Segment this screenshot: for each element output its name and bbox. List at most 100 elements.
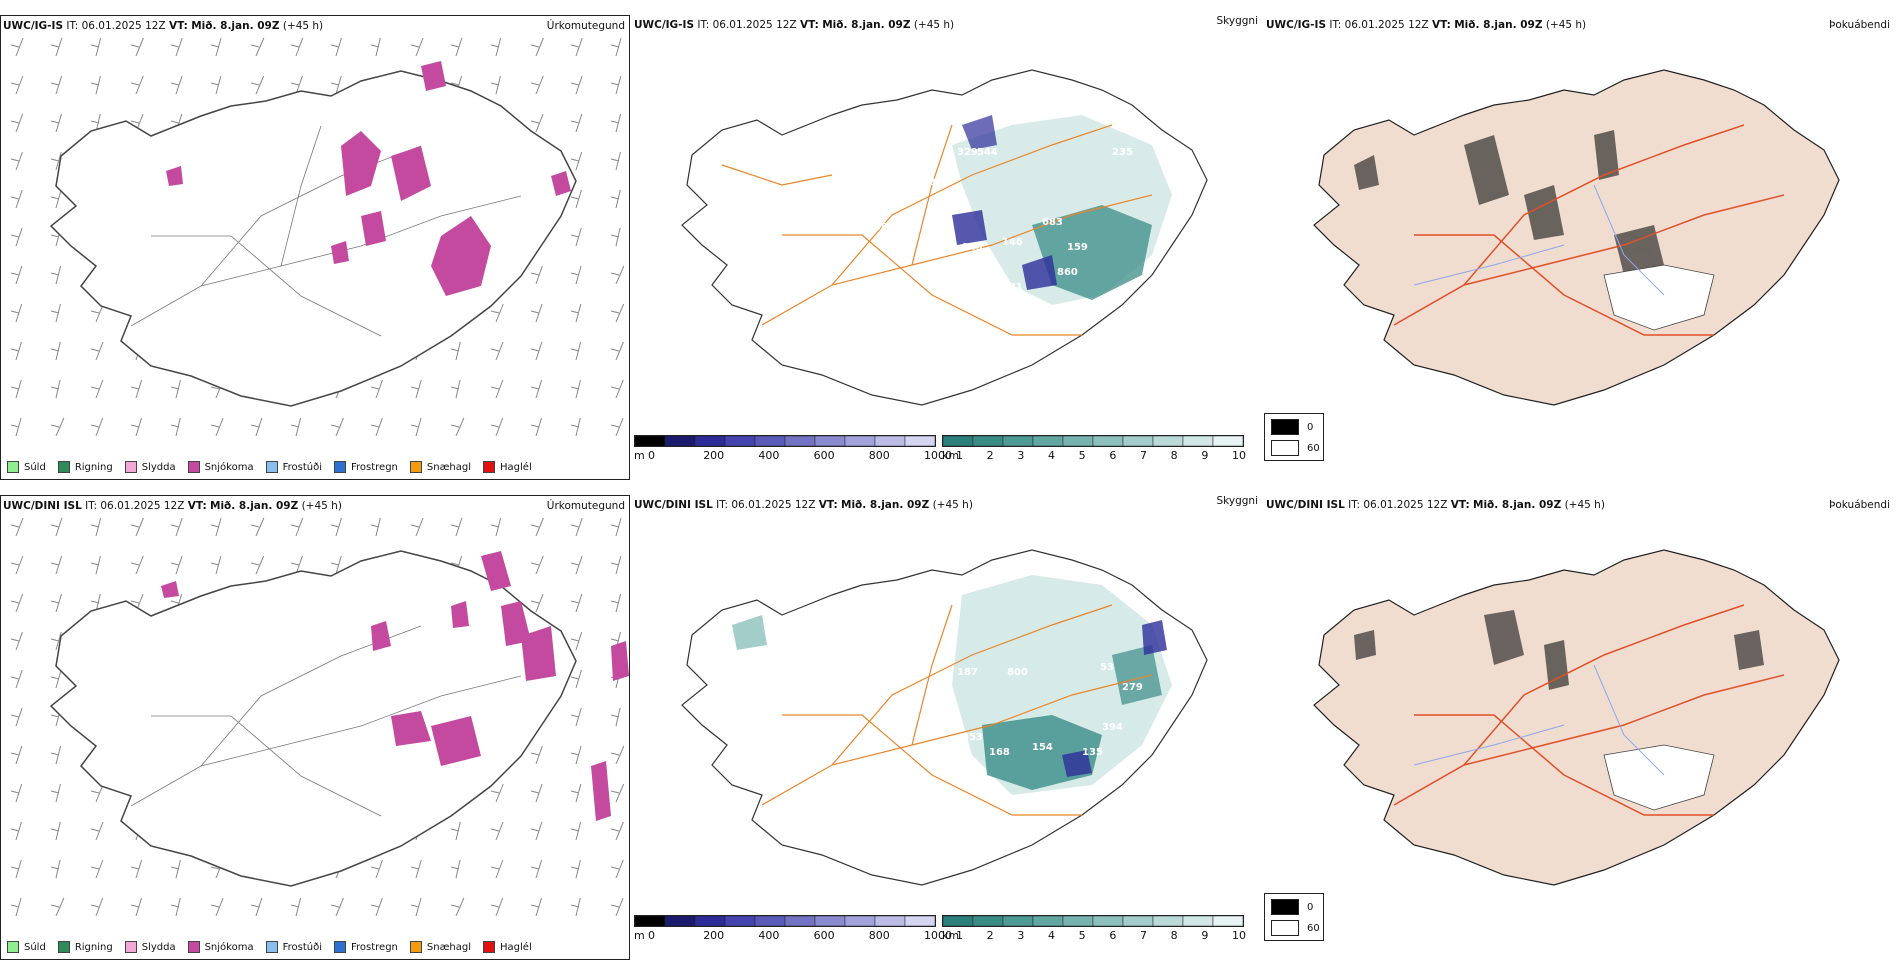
wind-barb	[50, 859, 61, 879]
wind-barb	[490, 379, 504, 399]
wind-barb	[130, 379, 143, 399]
fog-swatch	[1271, 899, 1299, 915]
cloudbase-unit: m	[634, 929, 645, 942]
colorbar-tick: 200	[703, 929, 725, 942]
fog-legend-1: 0 60	[1264, 413, 1324, 461]
wind-barb	[10, 113, 24, 133]
precip-legend: Súld Rigning Slydda Snjókoma Frostúði Frostre…	[7, 941, 532, 953]
fog-legend-label: 60	[1307, 922, 1320, 934]
wind-barb	[290, 37, 304, 57]
init-time: 06.01.2025 12Z	[712, 19, 797, 31]
precip-swatch	[265, 461, 278, 473]
wind-barb	[370, 37, 381, 57]
wind-barb	[370, 417, 383, 437]
wind-barb	[10, 417, 22, 437]
wind-barb	[250, 897, 263, 917]
precip-legend-label: Frostúði	[282, 941, 322, 953]
wind-barb	[130, 37, 144, 57]
colorbar-segment	[1092, 436, 1124, 446]
wind-barb	[250, 75, 265, 95]
wind-barb	[570, 303, 582, 323]
init-time: 06.01.2025 12Z	[731, 499, 816, 511]
precip-swatch	[483, 461, 496, 473]
wind-barb	[530, 341, 543, 361]
wind-barb	[10, 37, 24, 57]
colorbar-segment	[694, 436, 726, 446]
valid-time: Mið. 8.jan. 09Z	[191, 20, 280, 32]
precip-legend-item: Frostregn	[334, 461, 398, 473]
wind-barb	[570, 593, 583, 613]
vt-label: VT:	[799, 19, 819, 31]
visibility-colorbar: km 1 2 3 4 5 6 7 8 9 10	[942, 915, 1262, 945]
wind-barb	[610, 593, 622, 613]
wind-barb	[210, 37, 222, 57]
colorbar-tick: 6	[1109, 929, 1117, 942]
colorbar-segment	[1122, 436, 1154, 446]
cloud-base-label: 853	[962, 732, 983, 743]
fog-legend-label: 60	[1307, 442, 1320, 454]
wind-barb	[610, 517, 622, 537]
wind-barb	[610, 745, 625, 765]
wind-barb	[90, 379, 104, 399]
colorbar-tick: 800	[868, 929, 890, 942]
wind-barb	[570, 821, 582, 841]
colorbar-segment	[694, 916, 726, 926]
precip-legend-item: Súld	[7, 461, 46, 473]
panel-title-fog: Þokuábendi	[1829, 19, 1890, 31]
precip-legend-item: Slydda	[124, 461, 176, 473]
fog-dark-areas	[1354, 610, 1764, 690]
wind-barb	[170, 859, 181, 879]
cloud-base-label: 70	[832, 687, 846, 698]
colorbar-segment	[664, 916, 696, 926]
init-time: 06.01.2025 12Z	[81, 20, 166, 32]
precip-legend-label: Frostúði	[282, 461, 322, 473]
wind-barb	[90, 821, 104, 841]
wind-barb	[570, 265, 582, 285]
model-name: UWC/IG-IS	[1266, 19, 1327, 31]
wind-barb	[570, 783, 582, 803]
wind-barb	[450, 341, 461, 361]
colorbar-tick: 10	[1232, 929, 1246, 942]
colorbar-tick: 3	[1017, 449, 1025, 462]
wind-barb	[450, 859, 461, 879]
wind-barb	[530, 593, 544, 613]
precip-legend-item: Snæhagl	[409, 941, 471, 953]
colorbar-segment	[1182, 916, 1214, 926]
wind-barb	[370, 859, 383, 879]
wind-barb	[610, 897, 624, 917]
wind-barb	[570, 227, 582, 247]
wind-barb	[130, 859, 143, 879]
wind-barb	[10, 265, 23, 285]
precip-swatch	[265, 941, 278, 953]
wind-barb	[50, 189, 62, 209]
wind-barb	[610, 417, 624, 437]
cloud-base-label: 394	[1102, 722, 1123, 733]
wind-barb	[50, 379, 61, 399]
init-time: 06.01.2025 12Z	[1344, 19, 1429, 31]
colorbar-tick: 10	[1232, 449, 1246, 462]
wind-barb	[570, 341, 582, 361]
visibility-bar	[942, 435, 1244, 447]
colorbar-segment	[754, 916, 786, 926]
colorbar-segment	[784, 436, 816, 446]
cloud-base-label: 158	[867, 222, 888, 233]
colorbar-segment	[635, 916, 666, 926]
iceland-fog-base	[1313, 69, 1840, 406]
precip-legend-label: Súld	[24, 461, 46, 473]
precip-legend-label: Snjókoma	[204, 461, 254, 473]
colorbar-segment	[664, 436, 696, 446]
colorbar-segment	[1002, 436, 1034, 446]
cloud-base-label: 276	[887, 102, 908, 113]
wind-barb	[10, 669, 23, 689]
wind-barb	[570, 745, 582, 765]
iceland-coastline	[49, 550, 577, 887]
wind-barb	[410, 379, 422, 399]
wind-barb	[530, 265, 543, 285]
wind-barb	[50, 517, 63, 537]
cloudbase-unit: m	[634, 449, 645, 462]
wind-barb	[90, 75, 101, 95]
colorbar-segment	[754, 436, 786, 446]
wind-barb	[610, 113, 622, 133]
precip-swatch	[57, 941, 70, 953]
visibility-panel-1: UWC/IG-IS IT: 06.01.2025 12Z VT: Mið. 8.…	[632, 15, 1262, 480]
